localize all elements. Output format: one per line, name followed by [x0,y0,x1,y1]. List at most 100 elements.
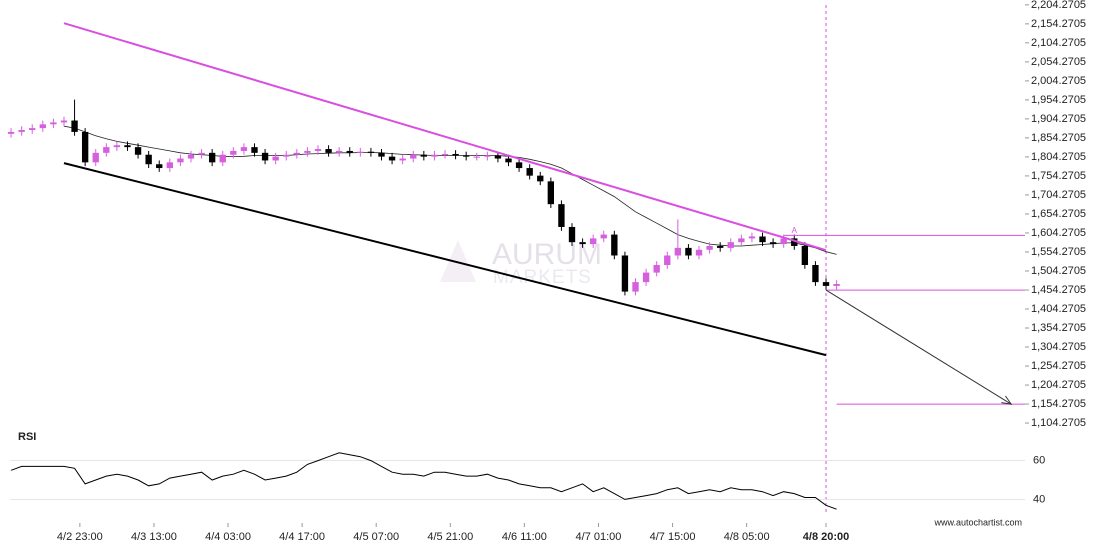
y-tick-label: 40 [1033,493,1045,505]
candle-body [717,245,724,248]
candle-body [251,147,258,153]
candle-body [748,236,756,239]
candle-body [738,238,745,243]
candle-body [420,154,428,157]
candle-body [621,255,629,292]
candle-body [198,152,205,155]
candle-body [727,242,734,248]
y-tick-label: 1,654.2705 [1031,208,1086,220]
y-tick-label: 1,404.2705 [1031,303,1086,315]
y-tick-label: 1,604.2705 [1031,227,1086,239]
candle-body [410,154,417,159]
y-tick-label: 1,354.2705 [1031,322,1086,334]
candle-body [113,145,121,148]
candle-body [166,162,173,169]
support-line [63,162,827,357]
y-tick-label: 1,304.2705 [1031,341,1086,353]
candle-body [462,155,470,157]
x-tick-label: 4/8 05:00 [724,531,770,543]
candle-body [695,249,703,256]
candle-body [230,150,237,155]
y-tick-label: 2,154.2705 [1031,18,1086,30]
y-tick-label: 1,254.2705 [1031,360,1086,372]
y-tick-label: 1,754.2705 [1031,170,1086,182]
candle-body [473,156,480,158]
candle-body [50,122,57,125]
rsi-title: RSI [18,431,36,443]
candle-body [632,282,639,292]
candle-body [822,282,830,286]
candle-body [600,234,607,239]
y-tick-label: 1,804.2705 [1031,151,1086,163]
candle-body [29,128,36,131]
y-tick-label: 2,054.2705 [1031,56,1086,68]
y-tick-label: 1,504.2705 [1031,265,1086,277]
moving-average [63,125,837,255]
y-tick-label: 2,204.2705 [1031,0,1086,11]
x-tick-label: 4/5 21:00 [427,531,473,543]
candle-body [685,247,692,256]
candle-body [769,242,777,245]
candle-body [833,284,840,286]
candle-body [494,155,502,159]
candle-body [431,154,438,157]
candle-body [674,247,682,256]
candle-body [441,153,449,155]
candle-body [187,154,195,159]
y-tick-label: 1,204.2705 [1031,379,1086,391]
candle-body [706,245,713,250]
forecast-arrow [825,289,1012,405]
candle-body [558,204,565,227]
candle-body [526,168,533,176]
candle-body [272,156,279,161]
y-tick-label: 1,904.2705 [1031,113,1086,125]
y-tick-label: 1,154.2705 [1031,398,1086,410]
candle-body [452,153,459,156]
candle-body [304,150,311,153]
x-tick-label: 4/6 11:00 [502,531,547,543]
candle-body [240,147,248,151]
y-tick-label: 2,104.2705 [1031,37,1086,49]
candle-body [547,181,555,205]
y-tick-label: 1,554.2705 [1031,246,1086,258]
y-tick-label: 1,704.2705 [1031,189,1086,201]
candle-body [145,154,152,165]
candle-body [399,158,406,161]
candle-body [642,272,650,283]
source: www.autochartist.com [933,517,1022,527]
candle-body [801,245,809,265]
candle-body [103,147,110,153]
candle-body [177,158,184,163]
candle-body [314,149,322,151]
x-tick-label: 4/2 23:00 [57,531,103,543]
y-tick-label: 1,104.2705 [1031,417,1086,429]
logo-shape [440,240,476,282]
candle-body [653,264,660,273]
candle-body [335,150,343,153]
candle-body [325,149,332,153]
candle-body [261,152,269,161]
candle-body [812,264,819,283]
y-tick-label: 1,854.2705 [1031,132,1086,144]
candle-body [505,158,512,163]
rsi-line [10,452,837,510]
candle-body [92,152,99,163]
candle-body [81,131,89,163]
candle-body [484,155,491,157]
candle-body [39,124,46,129]
x-tick-label: 4/4 17:00 [279,531,325,543]
candle-body [515,162,523,169]
x-tick-label: 4/4 03:00 [205,531,251,543]
candle-body [71,120,78,132]
candle-body [208,152,216,163]
x-tick-label: 4/7 15:00 [650,531,696,543]
candle-body [590,238,597,245]
x-tick-label: 4/8 20:00 [803,531,849,543]
y-tick-label: 60 [1033,454,1045,466]
candle-body [283,154,290,157]
candle-body [293,152,300,155]
candle-body [346,150,353,153]
watermark: MARKETS [493,267,592,288]
candle-body [219,154,226,163]
candle-body [18,130,25,132]
